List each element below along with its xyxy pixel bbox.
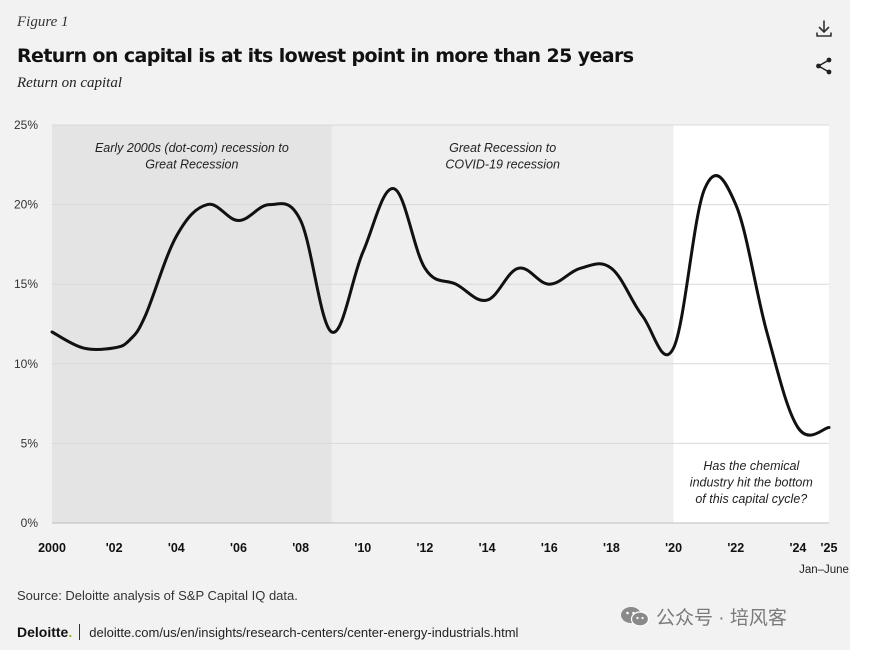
x-tick-label: '04 bbox=[168, 541, 185, 555]
download-icon bbox=[816, 20, 832, 37]
x-tick-label: '22 bbox=[727, 541, 744, 555]
y-tick-label: 20% bbox=[14, 198, 38, 212]
x-tick-label: '08 bbox=[292, 541, 309, 555]
watermark-text: 公众号 · 培风客 bbox=[656, 608, 787, 629]
y-tick-label: 25% bbox=[14, 118, 38, 132]
x-tick-label: '24 bbox=[789, 541, 806, 555]
footer-divider bbox=[79, 624, 81, 640]
shaded-band-1 bbox=[331, 125, 674, 523]
x-tick-label: '06 bbox=[230, 541, 247, 555]
series-line-0 bbox=[50, 174, 831, 437]
band-annotation-line: of this capital cycle? bbox=[695, 492, 807, 506]
x-tick-label: 2000 bbox=[38, 541, 66, 555]
brand-logo: Deloitte. bbox=[17, 624, 72, 640]
x-tick-label: '16 bbox=[541, 541, 558, 555]
footer: Deloitte. deloitte.com/us/en/insights/re… bbox=[17, 624, 518, 640]
band-annotation-line: Early 2000s (dot-com) recession to bbox=[95, 141, 289, 155]
x-tick-sublabel: Jan–June bbox=[799, 564, 849, 576]
band-annotation-line: Great Recession to bbox=[449, 141, 556, 155]
share-button[interactable] bbox=[813, 55, 835, 77]
band-annotation-line: industry hit the bottom bbox=[690, 476, 813, 490]
y-tick-label: 10% bbox=[14, 357, 38, 371]
x-tick-label: '10 bbox=[354, 541, 371, 555]
band-annotation-line: COVID-19 recession bbox=[445, 158, 560, 172]
source-note: Source: Deloitte analysis of S&P Capital… bbox=[17, 588, 298, 603]
y-tick-label: 0% bbox=[21, 516, 39, 530]
x-tick-label: '02 bbox=[106, 541, 123, 555]
y-tick-label: 5% bbox=[21, 436, 39, 450]
watermark: 公众号 · 培风客 bbox=[620, 603, 787, 630]
wechat-icon bbox=[621, 606, 650, 627]
source-link[interactable]: deloitte.com/us/en/insights/research-cen… bbox=[89, 624, 519, 640]
chart: 0% 5% 10% 15% 20% 25% Early 2000s (dot-com) re… bbox=[14, 118, 849, 576]
band-annotation-line: Great Recession bbox=[145, 158, 238, 172]
figure-card: Figure 1 Return on capital is at its low… bbox=[0, 0, 850, 650]
band-annotation-line: Has the chemical bbox=[703, 459, 800, 473]
x-tick-label: '25 bbox=[821, 541, 838, 555]
share-icon bbox=[816, 57, 832, 75]
x-tick-label: '14 bbox=[479, 541, 496, 555]
chart-title: Return on capital is at its lowest point… bbox=[17, 45, 634, 67]
brand-dot: . bbox=[68, 624, 73, 640]
x-tick-label: '12 bbox=[417, 541, 434, 555]
x-tick-label: '20 bbox=[665, 541, 682, 555]
shaded-band-2 bbox=[673, 125, 829, 523]
brand-name: Deloitte bbox=[17, 624, 69, 640]
download-button[interactable] bbox=[813, 18, 835, 40]
y-tick-label: 15% bbox=[14, 277, 38, 291]
x-tick-label: '18 bbox=[603, 541, 620, 555]
chart-subtitle: Return on capital bbox=[17, 75, 122, 91]
shaded-band-0 bbox=[52, 125, 332, 523]
figure-label: Figure 1 bbox=[17, 14, 69, 30]
